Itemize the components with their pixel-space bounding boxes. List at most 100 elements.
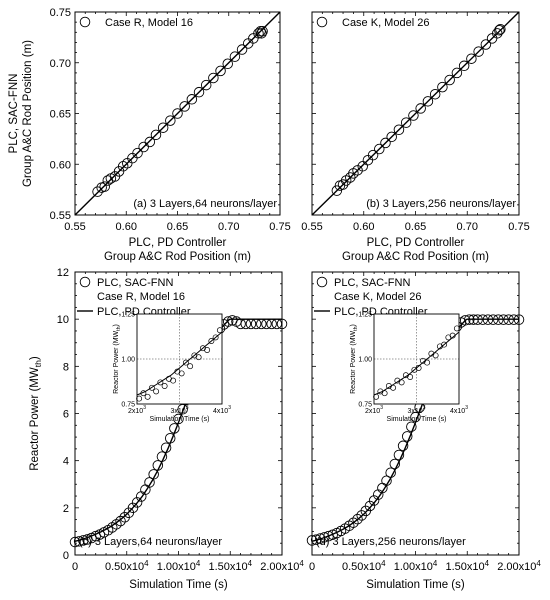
x-tick-label: 0 xyxy=(72,561,78,573)
data-point xyxy=(144,136,156,148)
data-point xyxy=(410,411,421,423)
panel-d: 0 0.50x104 1.00x104 1.50x104 2.00x104 PLC, SA… xyxy=(306,271,541,591)
data-point xyxy=(348,517,359,528)
data-point xyxy=(393,124,405,135)
data-point xyxy=(315,533,326,544)
data-point xyxy=(177,404,188,415)
inset-point xyxy=(157,379,164,386)
inset-x-tick-label: 4x103 xyxy=(213,405,231,415)
inset-x-tick-label: 2x103 xyxy=(128,405,146,415)
x-tick-label: 0.55 xyxy=(301,221,322,233)
data-point xyxy=(138,141,149,153)
data-point xyxy=(429,88,441,100)
y-tick-label: 4 xyxy=(63,456,69,468)
data-point xyxy=(422,96,434,107)
data-point xyxy=(222,316,234,327)
data-point xyxy=(367,149,379,161)
data-point xyxy=(408,110,419,121)
inset-x-axis-label: Simulation Time (s) xyxy=(387,416,447,423)
data-point xyxy=(498,314,509,325)
x-tick-label: 0.50x104 xyxy=(342,559,386,573)
legend-text: Case R, Model 16 xyxy=(97,291,185,303)
x-tick-label: 1.00x104 xyxy=(157,559,201,573)
inset-point xyxy=(216,327,223,334)
inset-line xyxy=(136,331,223,396)
data-point xyxy=(157,122,169,133)
data-point xyxy=(266,318,277,330)
data-point xyxy=(393,449,405,461)
legend-text: PLC, SAC-FNN xyxy=(97,277,173,289)
data-point xyxy=(169,423,180,434)
y-axis-label: PLC, SAC-FNN xyxy=(8,74,20,154)
x-tick-label: 0.55 xyxy=(64,221,85,233)
x-tick-label: 0.50x104 xyxy=(105,559,149,573)
data-point xyxy=(271,318,283,330)
legend-text: Case K, Model 26 xyxy=(342,17,429,29)
data-point xyxy=(131,497,143,508)
data-point xyxy=(193,86,205,98)
inset-point xyxy=(161,383,168,389)
inset-point xyxy=(424,359,431,366)
inset-point xyxy=(170,377,177,384)
x-tick-label: 1.50x104 xyxy=(208,559,252,573)
data-point xyxy=(73,536,85,547)
data-point xyxy=(160,442,172,453)
x-axis-label: Simulation Time (s) xyxy=(366,579,465,591)
data-point xyxy=(150,129,162,141)
inset-y-axis-label: Reactor Power (MWth) xyxy=(350,324,359,394)
x-tick-label: 0.70 xyxy=(218,221,239,233)
x-axis-label: Group A&C Rod Position (m) xyxy=(342,251,489,263)
legend-marker xyxy=(316,16,328,28)
y-tick-label: 0.70 xyxy=(50,58,71,70)
data-point xyxy=(229,51,241,62)
data-point xyxy=(310,534,322,545)
x-tick-label: 2.00x104 xyxy=(260,559,304,573)
legend-text: PLC, SAC-FNN xyxy=(334,277,410,289)
inset-point xyxy=(204,347,211,353)
data-point xyxy=(319,532,330,543)
y-tick-label: 0.75 xyxy=(50,7,71,19)
x-tick-label: 0.75 xyxy=(508,221,529,233)
data-point xyxy=(164,433,176,444)
y-axis-label: Reactor Power (MWth) xyxy=(29,356,43,471)
panel-c: 0 0.50x104 1.00x104 1.50x104 2.00x104 0 2 4 6 8 10… xyxy=(29,267,304,591)
data-point xyxy=(472,314,483,325)
data-point xyxy=(200,79,212,91)
reference-line xyxy=(74,11,281,216)
x-axis-label: Group A&C Rod Position (m) xyxy=(104,251,251,263)
panel-label: (c) 3 Layers,64 neurons/layer xyxy=(79,536,222,548)
inset-x-tick-label: 4x103 xyxy=(450,405,468,415)
data-point xyxy=(487,314,499,325)
data-point xyxy=(276,318,288,330)
inset-point xyxy=(153,388,160,395)
inset-point xyxy=(398,379,405,386)
y-tick-label: 6 xyxy=(63,409,69,421)
data-point xyxy=(235,318,246,330)
data-point xyxy=(400,117,412,128)
data-point xyxy=(482,314,494,325)
inset-point xyxy=(373,393,380,400)
panel-label: (a) 3 Layers,64 neurons/layer xyxy=(133,198,277,210)
data-point xyxy=(222,58,233,70)
data-point xyxy=(306,535,318,546)
data-point xyxy=(179,101,190,112)
data-point xyxy=(256,318,267,330)
data-point xyxy=(208,72,219,84)
inset-point xyxy=(453,325,460,332)
inset-y-tick-label: 1.25 xyxy=(121,312,135,319)
inset-point xyxy=(212,334,219,341)
data-point xyxy=(165,115,176,126)
inset-point xyxy=(441,341,448,348)
inset-point xyxy=(148,384,155,391)
inset-y-tick-label: 1.00 xyxy=(121,357,135,364)
data-point xyxy=(380,137,391,149)
x-axis-label: Simulation Time (s) xyxy=(129,579,228,591)
inset-point xyxy=(187,363,194,370)
data-point xyxy=(69,536,81,548)
panel-a: 0.55 0.60 0.65 0.70 0.75 0.55 0.60 0.65 0.70 0.75… xyxy=(8,7,291,263)
data-point xyxy=(186,94,198,105)
data-point xyxy=(437,81,448,93)
y-tick-label: 0.65 xyxy=(50,109,71,121)
inset-point xyxy=(208,338,215,344)
